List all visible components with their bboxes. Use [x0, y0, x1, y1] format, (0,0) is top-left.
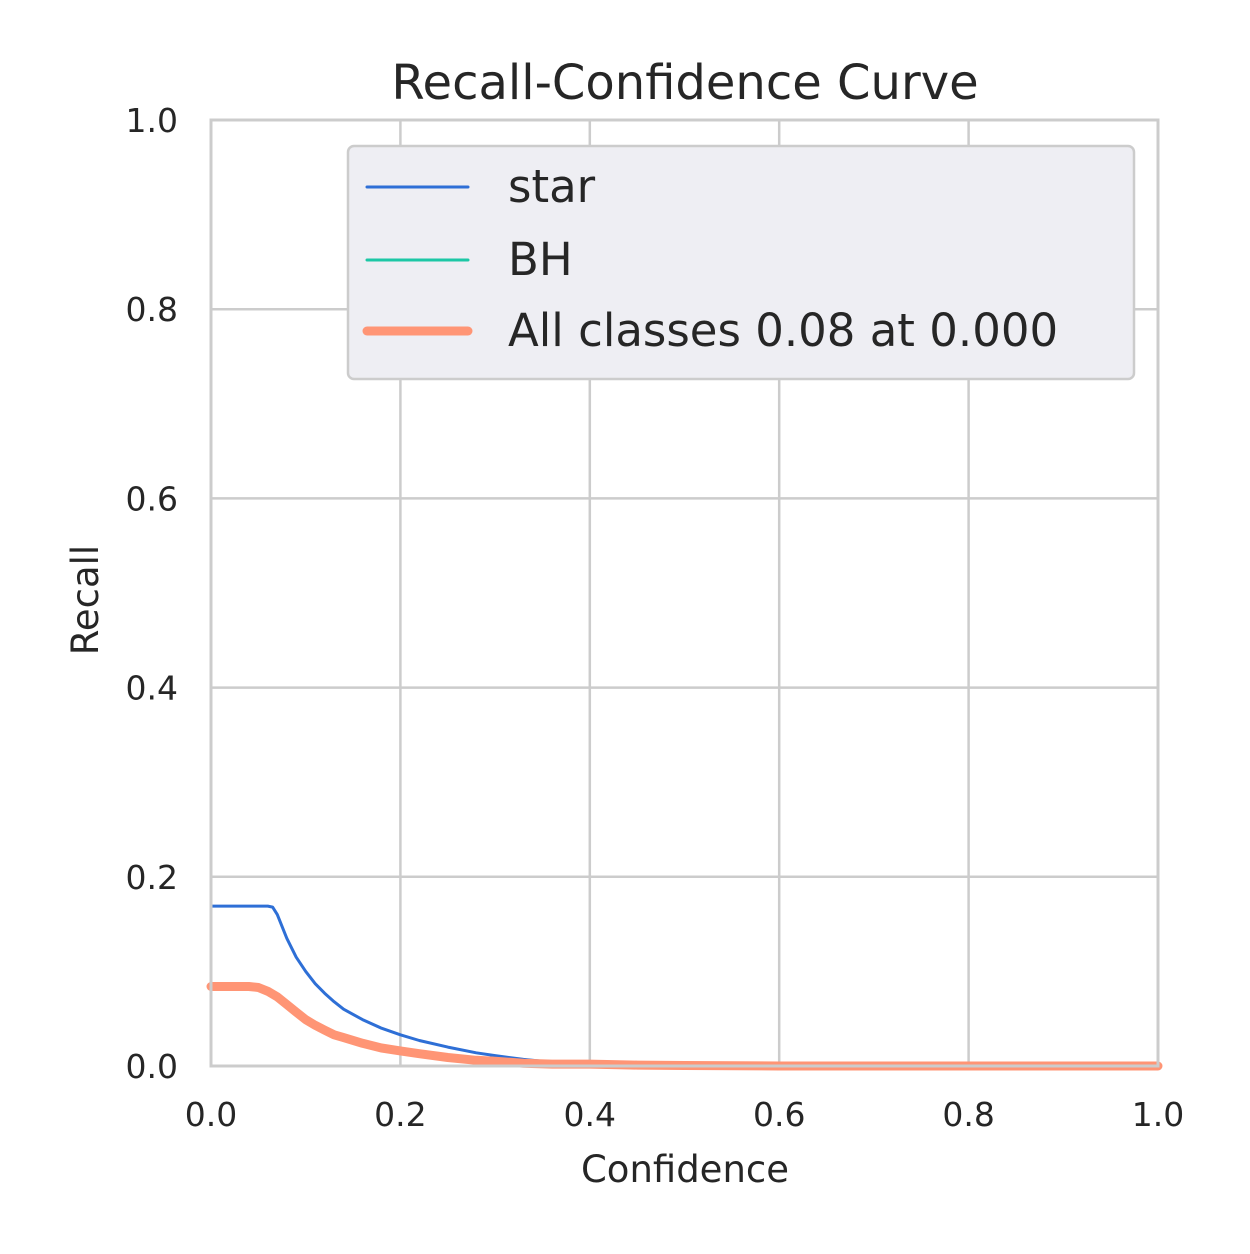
- legend-label: star: [508, 160, 596, 213]
- y-axis-label: Recall: [64, 545, 107, 655]
- y-tick-label: 0.0: [126, 1047, 178, 1086]
- y-tick-label: 0.6: [126, 479, 178, 518]
- x-tick-label: 0.2: [374, 1095, 426, 1134]
- y-tick-label: 1.0: [126, 101, 178, 140]
- x-tick-label: 0.0: [185, 1095, 237, 1134]
- legend-label: All classes 0.08 at 0.000: [508, 304, 1058, 357]
- axes-frame: [209, 118, 1160, 1068]
- chart-title: Recall-Confidence Curve: [391, 55, 978, 111]
- y-tick-label: 0.4: [126, 669, 178, 708]
- x-tick-label: 0.8: [942, 1095, 994, 1134]
- plot-frame: [209, 118, 1160, 1068]
- legend-entries: star BH All classes 0.08 at 0.000: [362, 160, 1058, 357]
- legend-box: [346, 144, 1136, 381]
- x-tick-label: 1.0: [1132, 1095, 1184, 1134]
- x-axis-label: Confidence: [581, 1148, 789, 1191]
- legend-label: BH: [508, 233, 573, 286]
- y-tick-label: 0.2: [126, 858, 178, 897]
- legend: star BH All classes 0.08 at 0.000: [346, 144, 1136, 381]
- y-tick-label: 0.8: [126, 290, 178, 329]
- x-tick-label: 0.4: [564, 1095, 616, 1134]
- x-tick-label: 0.6: [753, 1095, 805, 1134]
- tick-labels: 0.0 0.2 0.4 0.6 0.8 1.0 0.0 0.2 0.4 0.6 0.8 1.0: [126, 101, 1185, 1134]
